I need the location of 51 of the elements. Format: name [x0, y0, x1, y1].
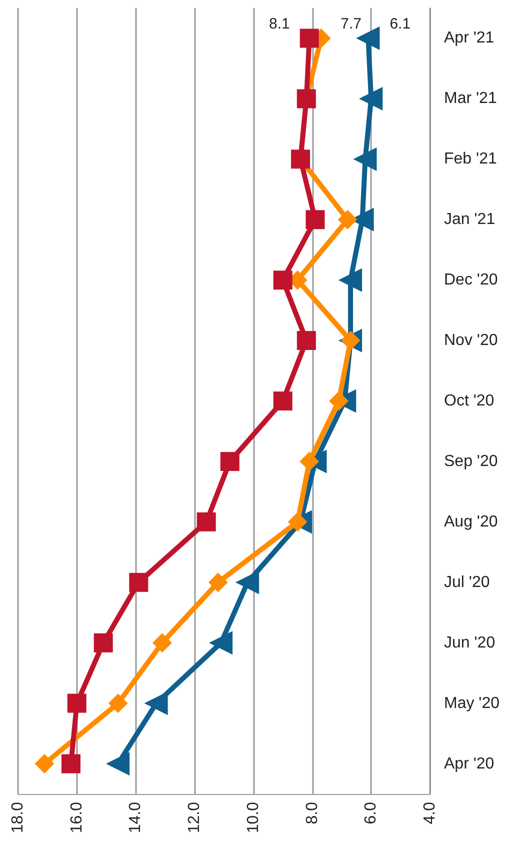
y-tick-label: Feb '21: [444, 150, 497, 168]
x-tick-label: 18.0: [10, 802, 26, 834]
point: [354, 148, 377, 171]
data-label: 7.7: [340, 16, 362, 33]
x-tick-label: 8.0: [304, 802, 321, 824]
y-tick-label: Jul '20: [444, 574, 490, 591]
point: [360, 87, 383, 110]
point: [129, 572, 148, 592]
y-tick-label: Nov '20: [444, 332, 498, 350]
x-tick-label: 4.0: [422, 802, 438, 824]
point: [34, 754, 54, 774]
y-tick-label: Apr '21: [444, 30, 494, 47]
point: [94, 633, 113, 652]
y-tick-label: Oct '20: [444, 392, 494, 410]
point: [306, 210, 325, 230]
point: [273, 270, 292, 290]
point: [300, 28, 319, 48]
point: [61, 754, 80, 774]
point: [356, 26, 380, 50]
y-tick-label: Jan '21: [444, 211, 496, 228]
point: [144, 692, 168, 715]
point: [108, 694, 128, 713]
point: [208, 572, 228, 592]
point: [67, 694, 86, 713]
point: [329, 392, 348, 410]
point: [296, 331, 316, 350]
point: [152, 633, 172, 652]
data-label: 6.1: [390, 16, 411, 33]
x-tick-label: 12.0: [186, 802, 204, 834]
y-tick-label: Mar '21: [444, 90, 497, 108]
y-tick-label: Apr '20: [444, 755, 494, 772]
point: [210, 631, 233, 654]
y-tick-label: May '20: [444, 694, 500, 712]
point: [338, 210, 358, 230]
point: [220, 452, 240, 471]
point: [196, 512, 216, 532]
data-label: 8.1: [268, 16, 290, 33]
x-tick-label: 16.0: [68, 802, 86, 834]
point: [339, 268, 362, 292]
x-tick-label: 6.0: [362, 802, 380, 824]
point: [106, 752, 130, 776]
point: [288, 512, 308, 532]
point: [300, 452, 319, 471]
y-tick-label: Sep '20: [444, 452, 498, 470]
point: [236, 570, 260, 594]
x-tick-label: 14.0: [127, 802, 144, 834]
point: [273, 392, 292, 410]
y-tick-label: Aug '20: [444, 513, 498, 530]
y-tick-label: Jun '20: [444, 634, 496, 652]
x-tick-label: 10.0: [244, 802, 262, 834]
y-tick-label: Dec '20: [444, 272, 498, 289]
